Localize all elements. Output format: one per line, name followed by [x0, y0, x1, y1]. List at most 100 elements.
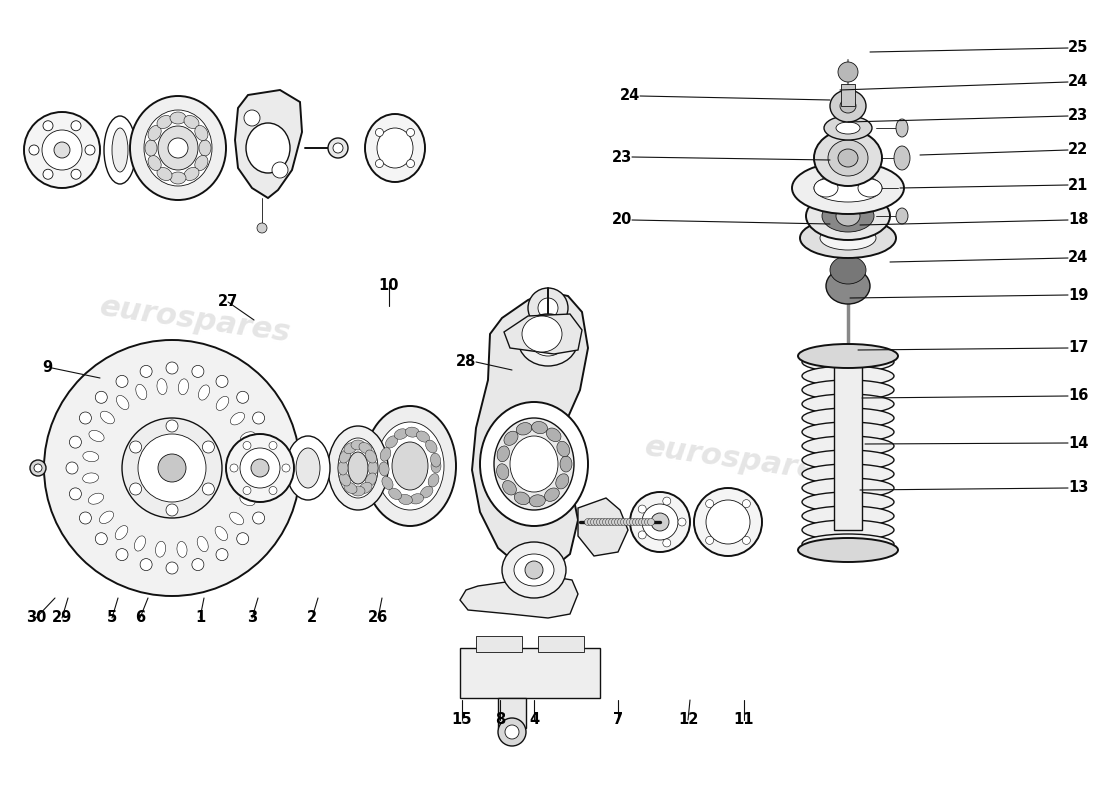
Ellipse shape: [838, 149, 858, 167]
Ellipse shape: [428, 474, 439, 487]
Ellipse shape: [498, 718, 526, 746]
Ellipse shape: [117, 395, 129, 410]
Ellipse shape: [195, 126, 208, 141]
Circle shape: [742, 536, 750, 544]
Text: 30: 30: [25, 610, 46, 626]
Text: 8: 8: [495, 713, 505, 727]
Ellipse shape: [240, 494, 255, 506]
Ellipse shape: [824, 116, 872, 140]
Ellipse shape: [158, 126, 198, 170]
Ellipse shape: [377, 128, 412, 168]
Ellipse shape: [216, 526, 228, 541]
Circle shape: [130, 483, 142, 495]
Circle shape: [96, 533, 108, 545]
Circle shape: [645, 518, 651, 526]
Ellipse shape: [820, 226, 876, 250]
Ellipse shape: [836, 206, 860, 226]
Circle shape: [375, 159, 384, 167]
Ellipse shape: [505, 725, 519, 739]
Ellipse shape: [240, 448, 280, 488]
Text: eurospares: eurospares: [98, 292, 293, 348]
Text: 1: 1: [195, 610, 205, 626]
Ellipse shape: [557, 442, 570, 457]
Ellipse shape: [158, 454, 186, 482]
Circle shape: [202, 483, 215, 495]
Circle shape: [72, 170, 81, 179]
Ellipse shape: [82, 451, 99, 462]
Ellipse shape: [530, 324, 566, 356]
Ellipse shape: [405, 427, 419, 437]
Ellipse shape: [642, 504, 678, 540]
Ellipse shape: [134, 536, 145, 551]
Text: 20: 20: [612, 213, 632, 227]
Text: 9: 9: [42, 361, 52, 375]
Ellipse shape: [814, 130, 882, 186]
Ellipse shape: [135, 384, 146, 400]
Circle shape: [620, 518, 627, 526]
Ellipse shape: [184, 115, 199, 129]
Ellipse shape: [822, 200, 875, 232]
Ellipse shape: [800, 218, 896, 258]
Circle shape: [328, 138, 348, 158]
Ellipse shape: [528, 288, 568, 328]
Ellipse shape: [802, 492, 894, 512]
Circle shape: [166, 504, 178, 516]
Text: eurospares: eurospares: [642, 432, 837, 488]
Ellipse shape: [338, 461, 348, 475]
Ellipse shape: [199, 140, 211, 156]
Ellipse shape: [245, 474, 261, 485]
Text: 27: 27: [218, 294, 238, 310]
Ellipse shape: [226, 434, 294, 502]
Ellipse shape: [88, 493, 103, 504]
Ellipse shape: [376, 422, 444, 510]
Circle shape: [272, 162, 288, 178]
Text: 2: 2: [307, 610, 317, 626]
Circle shape: [29, 145, 38, 155]
Ellipse shape: [82, 473, 99, 483]
Ellipse shape: [802, 450, 894, 470]
Polygon shape: [235, 90, 302, 198]
Ellipse shape: [365, 473, 376, 486]
Text: 29: 29: [52, 610, 73, 626]
Ellipse shape: [148, 126, 162, 141]
Circle shape: [678, 518, 686, 526]
Ellipse shape: [157, 378, 167, 394]
Ellipse shape: [112, 128, 128, 172]
Circle shape: [270, 442, 277, 450]
Circle shape: [591, 518, 597, 526]
Ellipse shape: [398, 494, 412, 505]
Ellipse shape: [392, 442, 428, 490]
Circle shape: [72, 121, 81, 130]
Ellipse shape: [328, 426, 388, 510]
Circle shape: [236, 533, 249, 545]
Circle shape: [266, 462, 278, 474]
Ellipse shape: [157, 167, 172, 181]
Text: 3: 3: [246, 610, 257, 626]
Ellipse shape: [802, 478, 894, 498]
Ellipse shape: [197, 536, 208, 552]
Circle shape: [641, 518, 649, 526]
Circle shape: [66, 462, 78, 474]
Bar: [460, 648, 600, 698]
Circle shape: [270, 486, 277, 494]
Ellipse shape: [830, 90, 866, 122]
Polygon shape: [578, 498, 628, 556]
Ellipse shape: [245, 453, 262, 463]
Ellipse shape: [560, 456, 572, 472]
Circle shape: [705, 500, 714, 508]
Ellipse shape: [351, 486, 365, 496]
Ellipse shape: [382, 477, 393, 490]
Ellipse shape: [802, 534, 894, 554]
Ellipse shape: [830, 256, 866, 284]
Ellipse shape: [365, 450, 376, 463]
Circle shape: [636, 518, 642, 526]
Circle shape: [608, 518, 616, 526]
Circle shape: [615, 518, 622, 526]
Ellipse shape: [547, 428, 561, 442]
Ellipse shape: [122, 418, 222, 518]
Ellipse shape: [858, 179, 882, 197]
Circle shape: [202, 441, 215, 453]
Ellipse shape: [138, 434, 206, 502]
Circle shape: [116, 549, 128, 561]
Circle shape: [43, 170, 53, 179]
